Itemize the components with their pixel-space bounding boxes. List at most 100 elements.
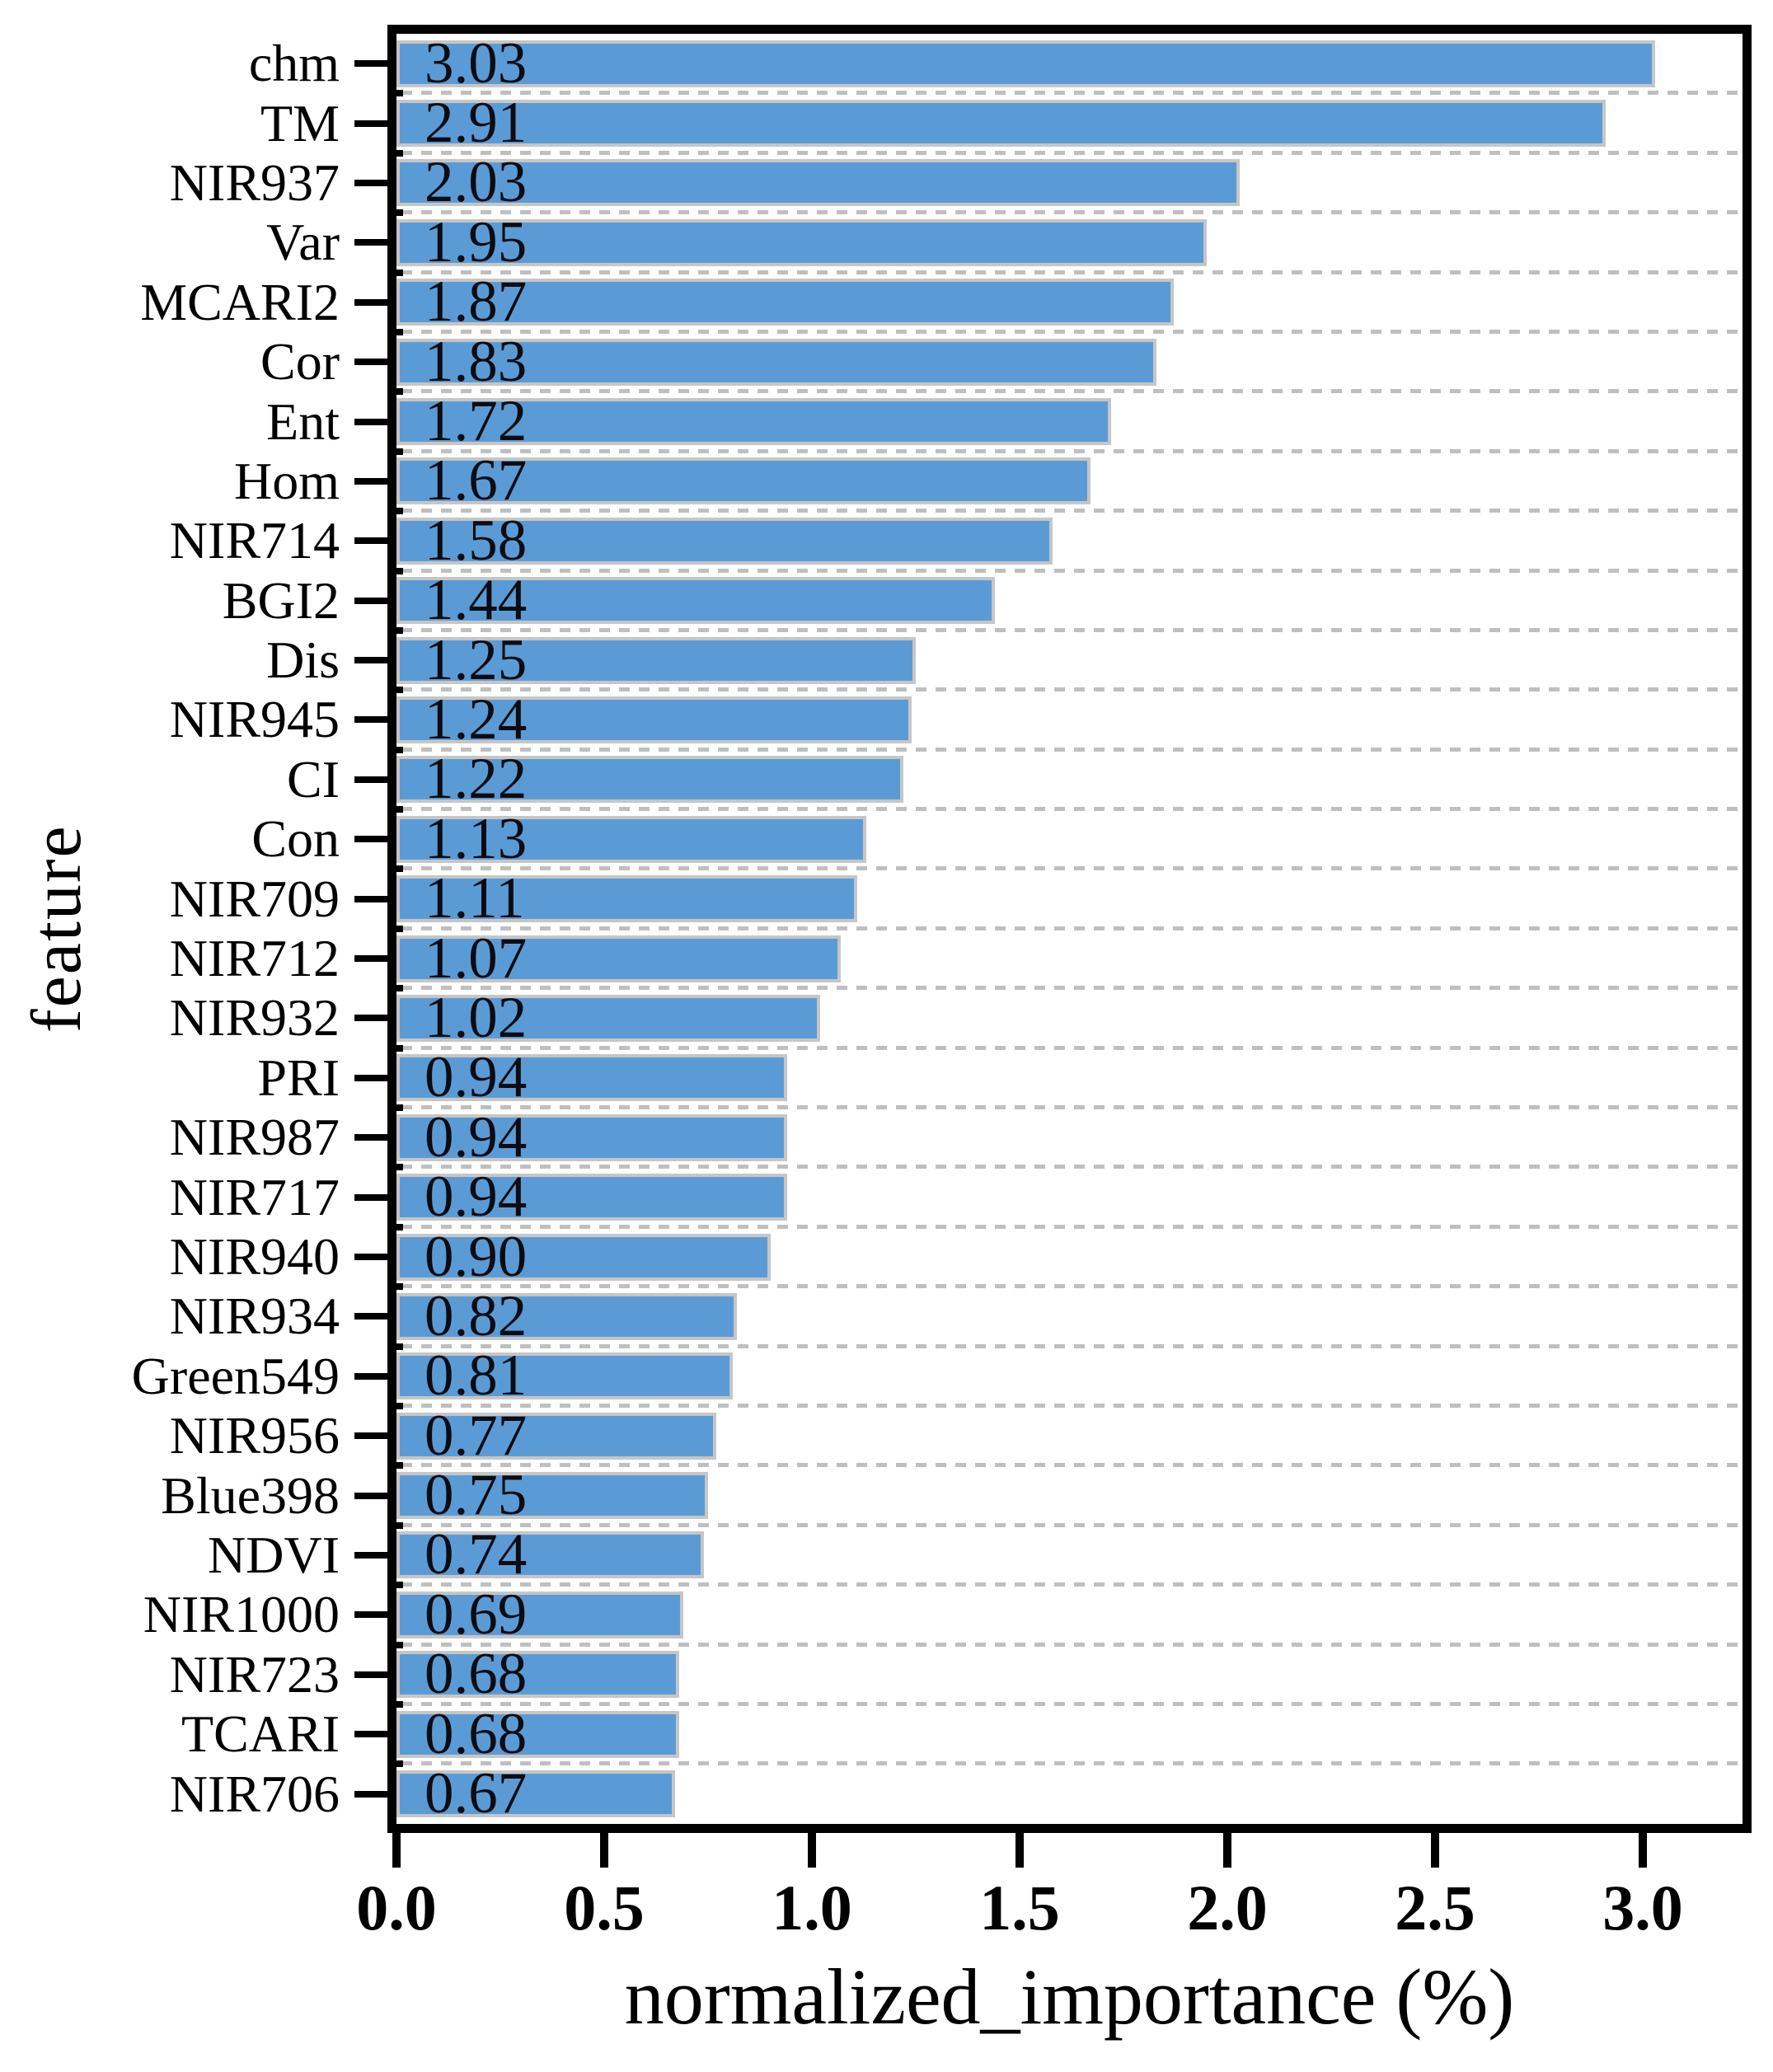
y-tick: TCARI xyxy=(0,1704,387,1764)
y-tick-label: Blue398 xyxy=(161,1465,340,1525)
x-axis-title: normalized_importance (%) xyxy=(624,1952,1515,2041)
y-tick-mark xyxy=(354,1372,387,1380)
bar: 2.91 xyxy=(396,94,1606,152)
bar-row: 0.68 xyxy=(396,1645,1743,1709)
y-tick-label: PRI xyxy=(257,1048,340,1107)
bar-row: 1.58 xyxy=(396,508,1743,574)
y-tick-mark xyxy=(354,1015,387,1022)
bar-value-label: 1.11 xyxy=(424,866,525,931)
y-tick: Hom xyxy=(0,452,387,511)
y-tick-label: NIR937 xyxy=(169,152,340,212)
bar-row: 1.95 xyxy=(396,213,1743,276)
bar: 1.24 xyxy=(396,690,912,748)
x-tick-mark xyxy=(1223,1833,1232,1868)
y-tick-mark xyxy=(354,418,387,425)
y-tick-mark xyxy=(354,1611,387,1619)
y-tick-label: NIR1000 xyxy=(143,1585,340,1644)
y-tick-mark xyxy=(354,836,387,843)
bar: 1.22 xyxy=(396,750,903,809)
bar-value-label: 0.67 xyxy=(424,1761,528,1826)
bar-row: 1.83 xyxy=(396,332,1743,396)
y-tick: Dis xyxy=(0,631,387,690)
bar-row: 1.44 xyxy=(396,571,1743,635)
bar: 0.68 xyxy=(396,1704,679,1763)
bar-value-label: 0.94 xyxy=(424,1165,528,1230)
y-tick-label: NIR945 xyxy=(169,690,340,749)
bar-row: 0.94 xyxy=(396,1104,1743,1171)
bar: 0.77 xyxy=(396,1406,717,1465)
bar: 1.83 xyxy=(396,332,1157,391)
y-tick: NIR956 xyxy=(0,1406,387,1465)
y-tick-mark xyxy=(354,1134,387,1141)
y-tick: Blue398 xyxy=(0,1465,387,1525)
bar-value-label: 2.91 xyxy=(424,91,528,156)
y-tick: Green549 xyxy=(0,1347,387,1406)
bar-value-label: 2.03 xyxy=(424,150,528,215)
bar: 0.81 xyxy=(396,1347,734,1405)
y-tick-mark xyxy=(354,1432,387,1440)
x-axis: 0.0 0.5 1.0 1.5 2.0 2.5 3.0 xyxy=(356,1833,1743,2039)
bar-row: 0.82 xyxy=(396,1287,1743,1351)
y-tick-label: NIR934 xyxy=(169,1287,340,1346)
y-tick-mark xyxy=(354,776,387,783)
x-tick-mark xyxy=(1431,1833,1440,1868)
bar-value-label: 0.74 xyxy=(424,1522,528,1587)
y-tick-mark xyxy=(354,60,387,68)
bar-value-label: 0.94 xyxy=(424,1104,528,1170)
y-tick-label: NIR712 xyxy=(169,929,340,988)
y-tick-mark xyxy=(354,1731,387,1738)
y-tick-label: Hom xyxy=(234,451,340,510)
y-tick: PRI xyxy=(0,1048,387,1108)
y-tick-mark xyxy=(354,1074,387,1081)
y-tick-label: CI xyxy=(287,749,340,809)
bar-value-label: 1.44 xyxy=(424,568,528,633)
y-tick-mark xyxy=(354,895,387,902)
bar: 0.94 xyxy=(396,1168,787,1226)
bar: 1.02 xyxy=(396,988,821,1047)
y-tick-mark xyxy=(354,1492,387,1499)
y-tick-mark xyxy=(354,1790,387,1798)
bar-value-label: 1.25 xyxy=(424,627,528,692)
y-axis: chm TM NIR937 Var MCARI2 Cor Ent Hom NIR714 BGI2 D… xyxy=(0,34,387,1824)
bar-row: 1.11 xyxy=(396,866,1743,933)
bar-row: 0.94 xyxy=(396,1167,1743,1231)
y-tick: NIR987 xyxy=(0,1108,387,1167)
bar-row: 2.91 xyxy=(396,93,1743,157)
y-tick: NIR706 xyxy=(0,1764,387,1823)
y-tick-label: NIR723 xyxy=(169,1644,340,1704)
x-tick-label: 3.0 xyxy=(1602,1872,1683,1943)
y-tick: NDVI xyxy=(0,1526,387,1585)
bar-value-label: 1.58 xyxy=(424,508,528,573)
y-tick-label: NIR940 xyxy=(169,1227,340,1286)
bar: 1.25 xyxy=(396,631,916,689)
y-tick: NIR945 xyxy=(0,690,387,749)
x-tick-mark xyxy=(1015,1833,1025,1868)
bar-row: 0.68 xyxy=(396,1704,1743,1768)
bar: 0.82 xyxy=(396,1287,738,1345)
y-tick: Con xyxy=(0,809,387,869)
bar-row: 1.72 xyxy=(396,391,1743,456)
y-tick-mark xyxy=(354,955,387,963)
bar: 0.74 xyxy=(396,1526,704,1584)
y-tick-label: NIR987 xyxy=(169,1108,340,1167)
bar: 1.87 xyxy=(396,273,1174,331)
y-tick-mark xyxy=(354,1671,387,1678)
y-tick-mark xyxy=(354,179,387,186)
bar-row: 1.07 xyxy=(396,929,1743,992)
x-tick-label: 2.0 xyxy=(1187,1872,1268,1943)
bar-value-label: 3.03 xyxy=(424,30,528,96)
bar-row: 1.22 xyxy=(396,750,1743,813)
y-tick-label: NIR717 xyxy=(169,1167,340,1226)
bar-row: 0.81 xyxy=(396,1347,1743,1410)
bar: 1.13 xyxy=(396,809,866,868)
y-tick: Cor xyxy=(0,332,387,391)
x-tick-mark xyxy=(1639,1833,1648,1868)
bar: 1.44 xyxy=(396,571,995,630)
y-tick-mark xyxy=(354,716,387,724)
plot-rows: 3.03 2.91 2.03 1.95 1.87 1.83 1.72 1.67 1.58 1.44… xyxy=(396,34,1743,1824)
y-tick: NIR937 xyxy=(0,153,387,213)
y-tick: NIR712 xyxy=(0,929,387,988)
bar-value-label: 1.67 xyxy=(424,448,528,513)
y-tick: chm xyxy=(0,34,387,93)
